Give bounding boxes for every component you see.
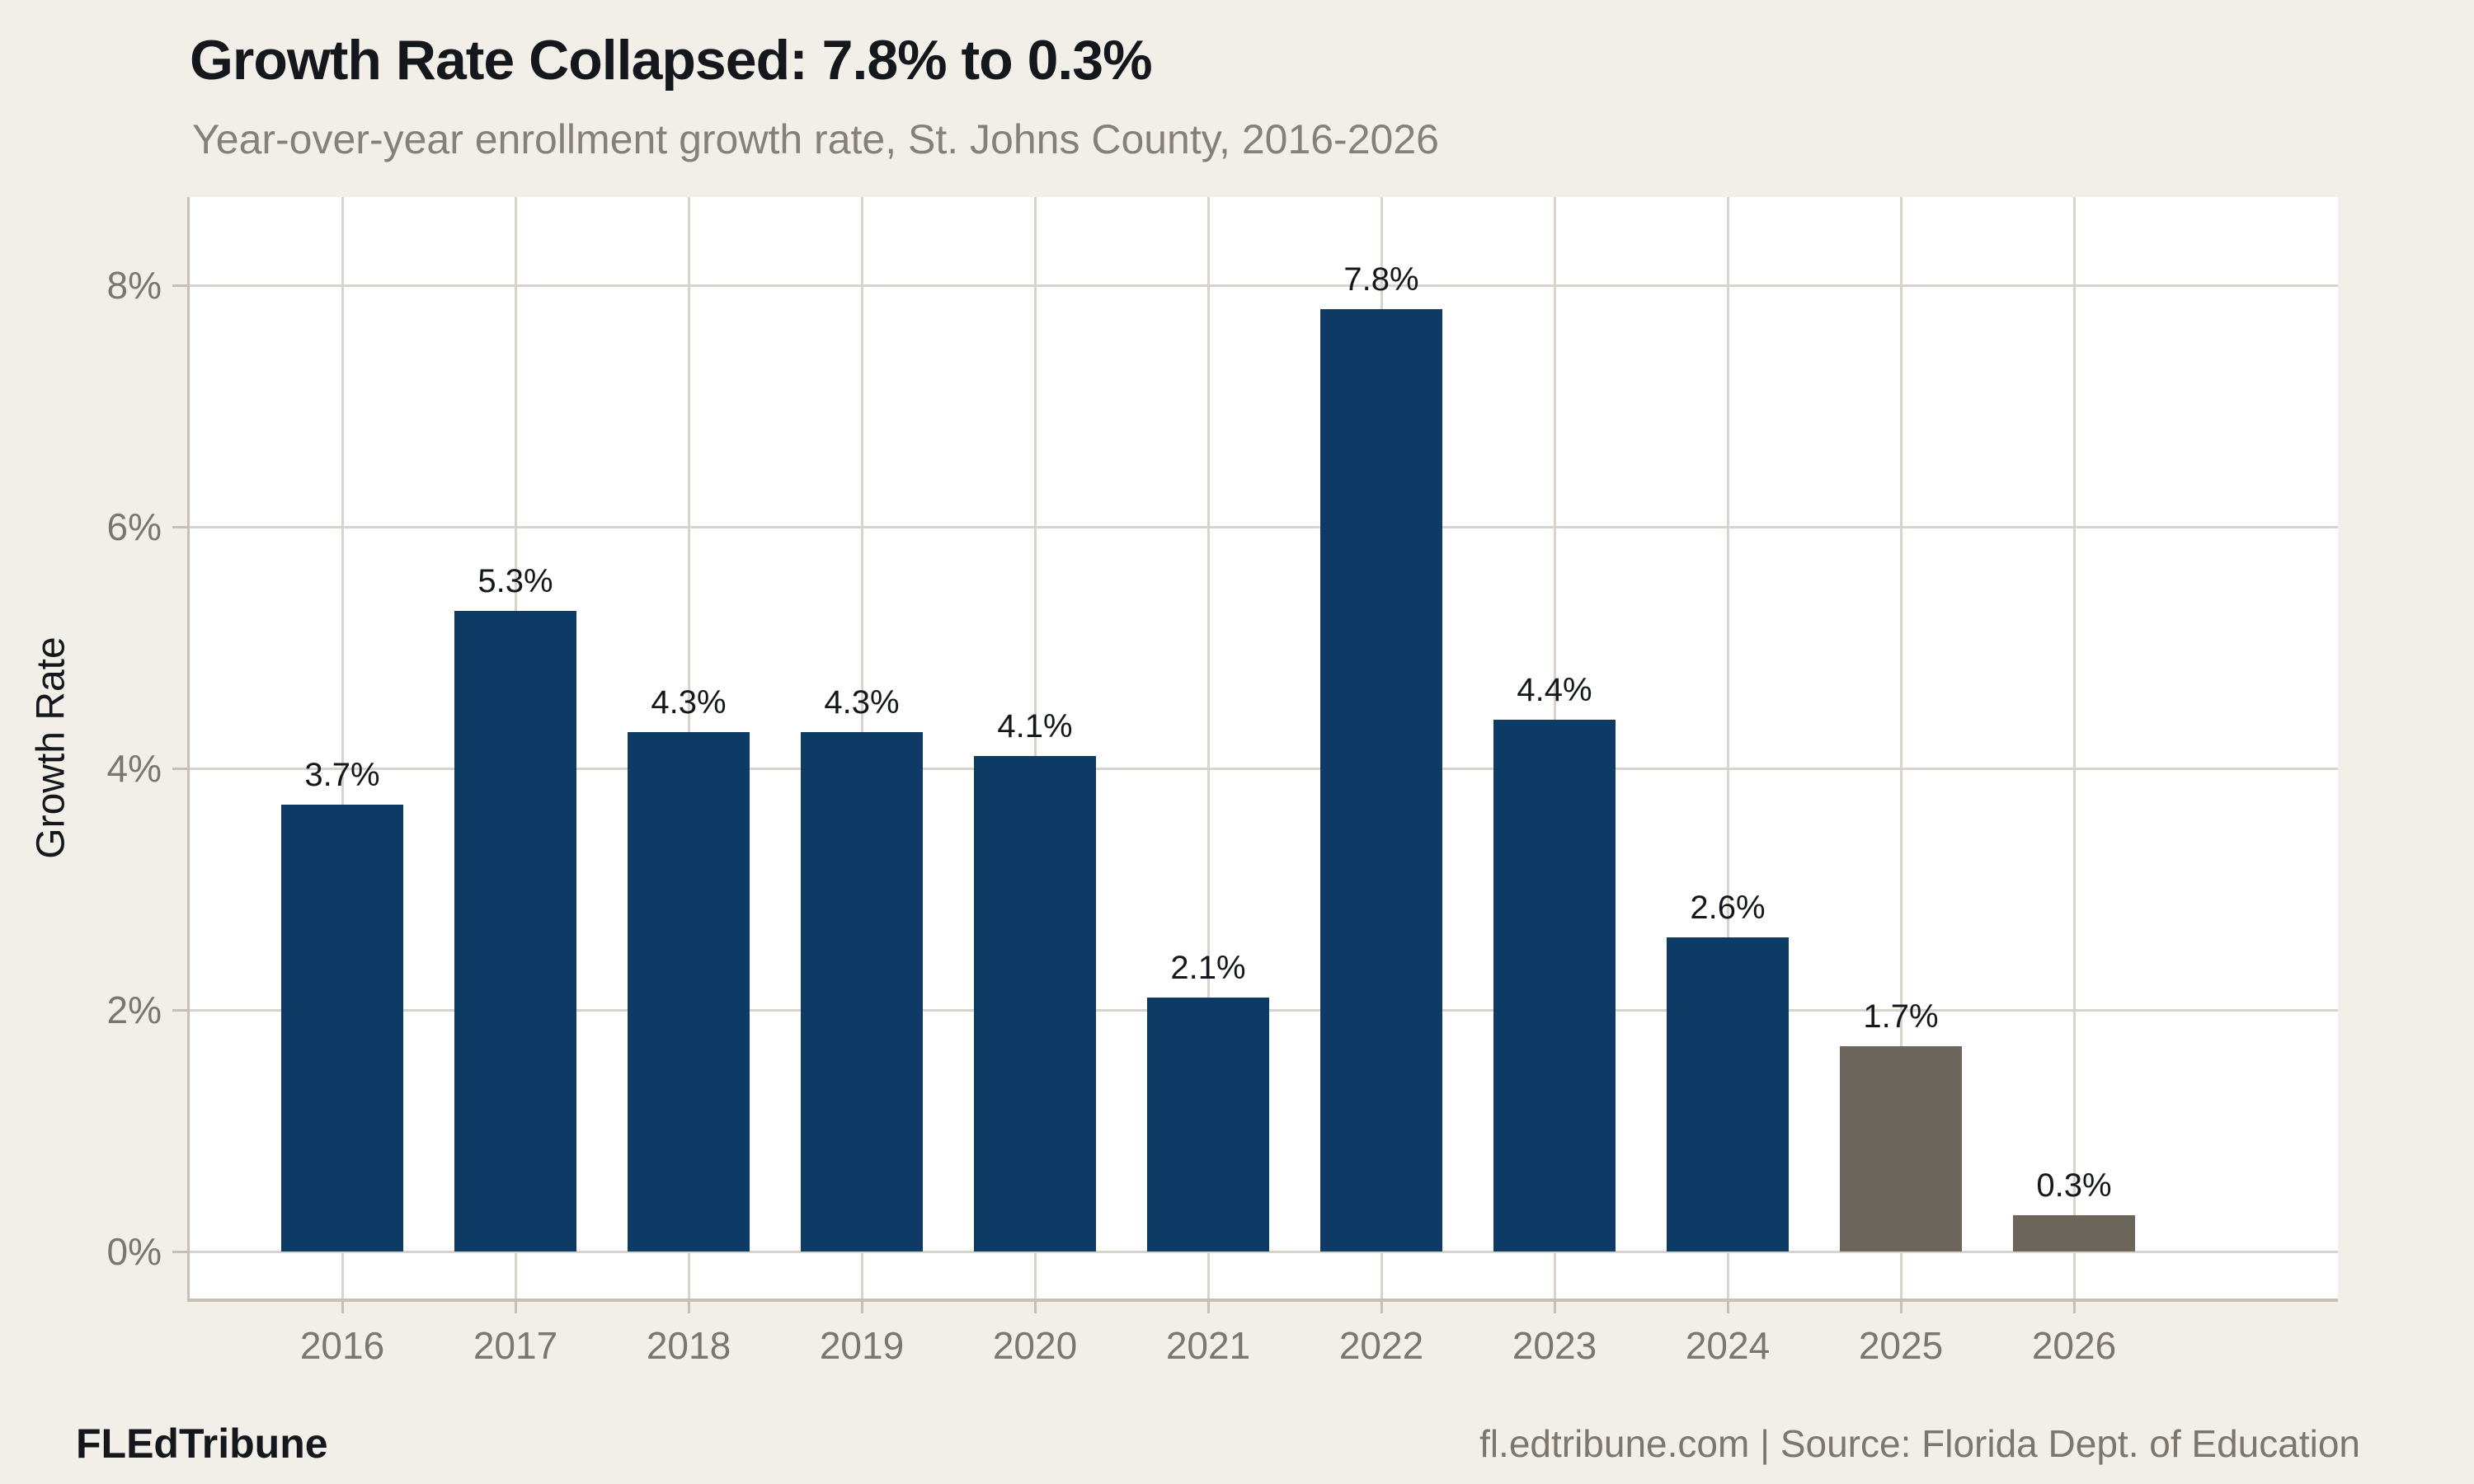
bar-value-label: 5.3% xyxy=(477,563,553,600)
x-tick-label: 2019 xyxy=(819,1324,905,1367)
bar-value-label: 1.7% xyxy=(1863,998,1939,1035)
bar-value-label: 4.3% xyxy=(824,683,900,721)
bar-value-label: 3.7% xyxy=(304,756,380,793)
bar-2018 xyxy=(628,731,750,1252)
bar-value-label: 4.3% xyxy=(651,683,727,721)
y-tick-label: 6% xyxy=(106,505,162,548)
bar-value-label: 2.6% xyxy=(1690,889,1766,926)
bar-2025 xyxy=(1840,1045,1962,1252)
x-tick-label: 2025 xyxy=(1858,1324,1944,1367)
bar-2016 xyxy=(281,804,403,1252)
y-tick-mark xyxy=(172,1008,190,1012)
bar-2017 xyxy=(454,611,576,1252)
bar-2019 xyxy=(801,731,923,1252)
y-tick-mark xyxy=(172,1250,190,1253)
y-tick-mark xyxy=(172,284,190,287)
y-tick-label: 0% xyxy=(106,1229,162,1273)
x-tick-mark xyxy=(515,1300,517,1313)
x-gridline xyxy=(1034,197,1037,1298)
bar-2022 xyxy=(1320,309,1442,1252)
bar-2021 xyxy=(1147,998,1269,1252)
y-tick-mark xyxy=(172,525,190,528)
bar-value-label: 2.1% xyxy=(1170,950,1246,987)
bar-2020 xyxy=(974,756,1096,1252)
y-tick-label: 4% xyxy=(106,746,162,790)
x-tick-label: 2021 xyxy=(1165,1324,1251,1367)
y-tick-label: 8% xyxy=(106,263,162,307)
x-tick-mark xyxy=(341,1300,344,1313)
bar-value-label: 7.8% xyxy=(1343,261,1419,298)
x-tick-mark xyxy=(1727,1300,1729,1313)
x-tick-label: 2020 xyxy=(992,1324,1078,1367)
bar-2023 xyxy=(1493,720,1616,1252)
bar-2024 xyxy=(1667,937,1789,1252)
x-tick-label: 2017 xyxy=(473,1324,558,1367)
y-axis-line xyxy=(187,197,190,1298)
x-gridline xyxy=(2073,197,2076,1298)
y-gridline xyxy=(190,767,2338,770)
x-tick-mark xyxy=(1034,1300,1037,1313)
x-tick-label: 2024 xyxy=(1685,1324,1771,1367)
chart-subtitle: Year-over-year enrollment growth rate, S… xyxy=(192,116,1439,162)
y-tick-mark xyxy=(172,767,190,770)
y-axis-title: Growth Rate xyxy=(29,636,73,859)
x-tick-label: 2023 xyxy=(1512,1324,1597,1367)
y-gridline xyxy=(190,1250,2338,1253)
x-tick-label: 2022 xyxy=(1338,1324,1424,1367)
chart-title: Growth Rate Collapsed: 7.8% to 0.3% xyxy=(190,29,1153,92)
x-tick-mark xyxy=(2073,1300,2076,1313)
bar-value-label: 4.4% xyxy=(1517,672,1592,709)
x-tick-mark xyxy=(861,1300,863,1313)
bar-2026 xyxy=(2013,1214,2135,1252)
x-gridline xyxy=(1727,197,1729,1298)
x-tick-mark xyxy=(1900,1300,1903,1313)
x-tick-mark xyxy=(1380,1300,1383,1313)
y-gridline xyxy=(190,525,2338,528)
x-tick-mark xyxy=(1207,1300,1210,1313)
x-tick-label: 2016 xyxy=(299,1324,385,1367)
footer-source: fl.edtribune.com | Source: Florida Dept.… xyxy=(1479,1422,2360,1465)
y-tick-label: 2% xyxy=(106,988,162,1031)
x-gridline xyxy=(341,197,344,1298)
bar-value-label: 4.1% xyxy=(997,708,1073,745)
x-tick-mark xyxy=(688,1300,690,1313)
footer-brand: FLEdTribune xyxy=(76,1421,328,1467)
x-gridline xyxy=(1207,197,1210,1298)
x-tick-mark xyxy=(1554,1300,1556,1313)
y-gridline xyxy=(190,284,2338,287)
x-tick-label: 2026 xyxy=(2031,1324,2117,1367)
bar-value-label: 0.3% xyxy=(2036,1167,2112,1204)
x-tick-label: 2018 xyxy=(646,1324,731,1367)
x-axis-line xyxy=(187,1298,2338,1302)
x-gridline xyxy=(1900,197,1903,1298)
